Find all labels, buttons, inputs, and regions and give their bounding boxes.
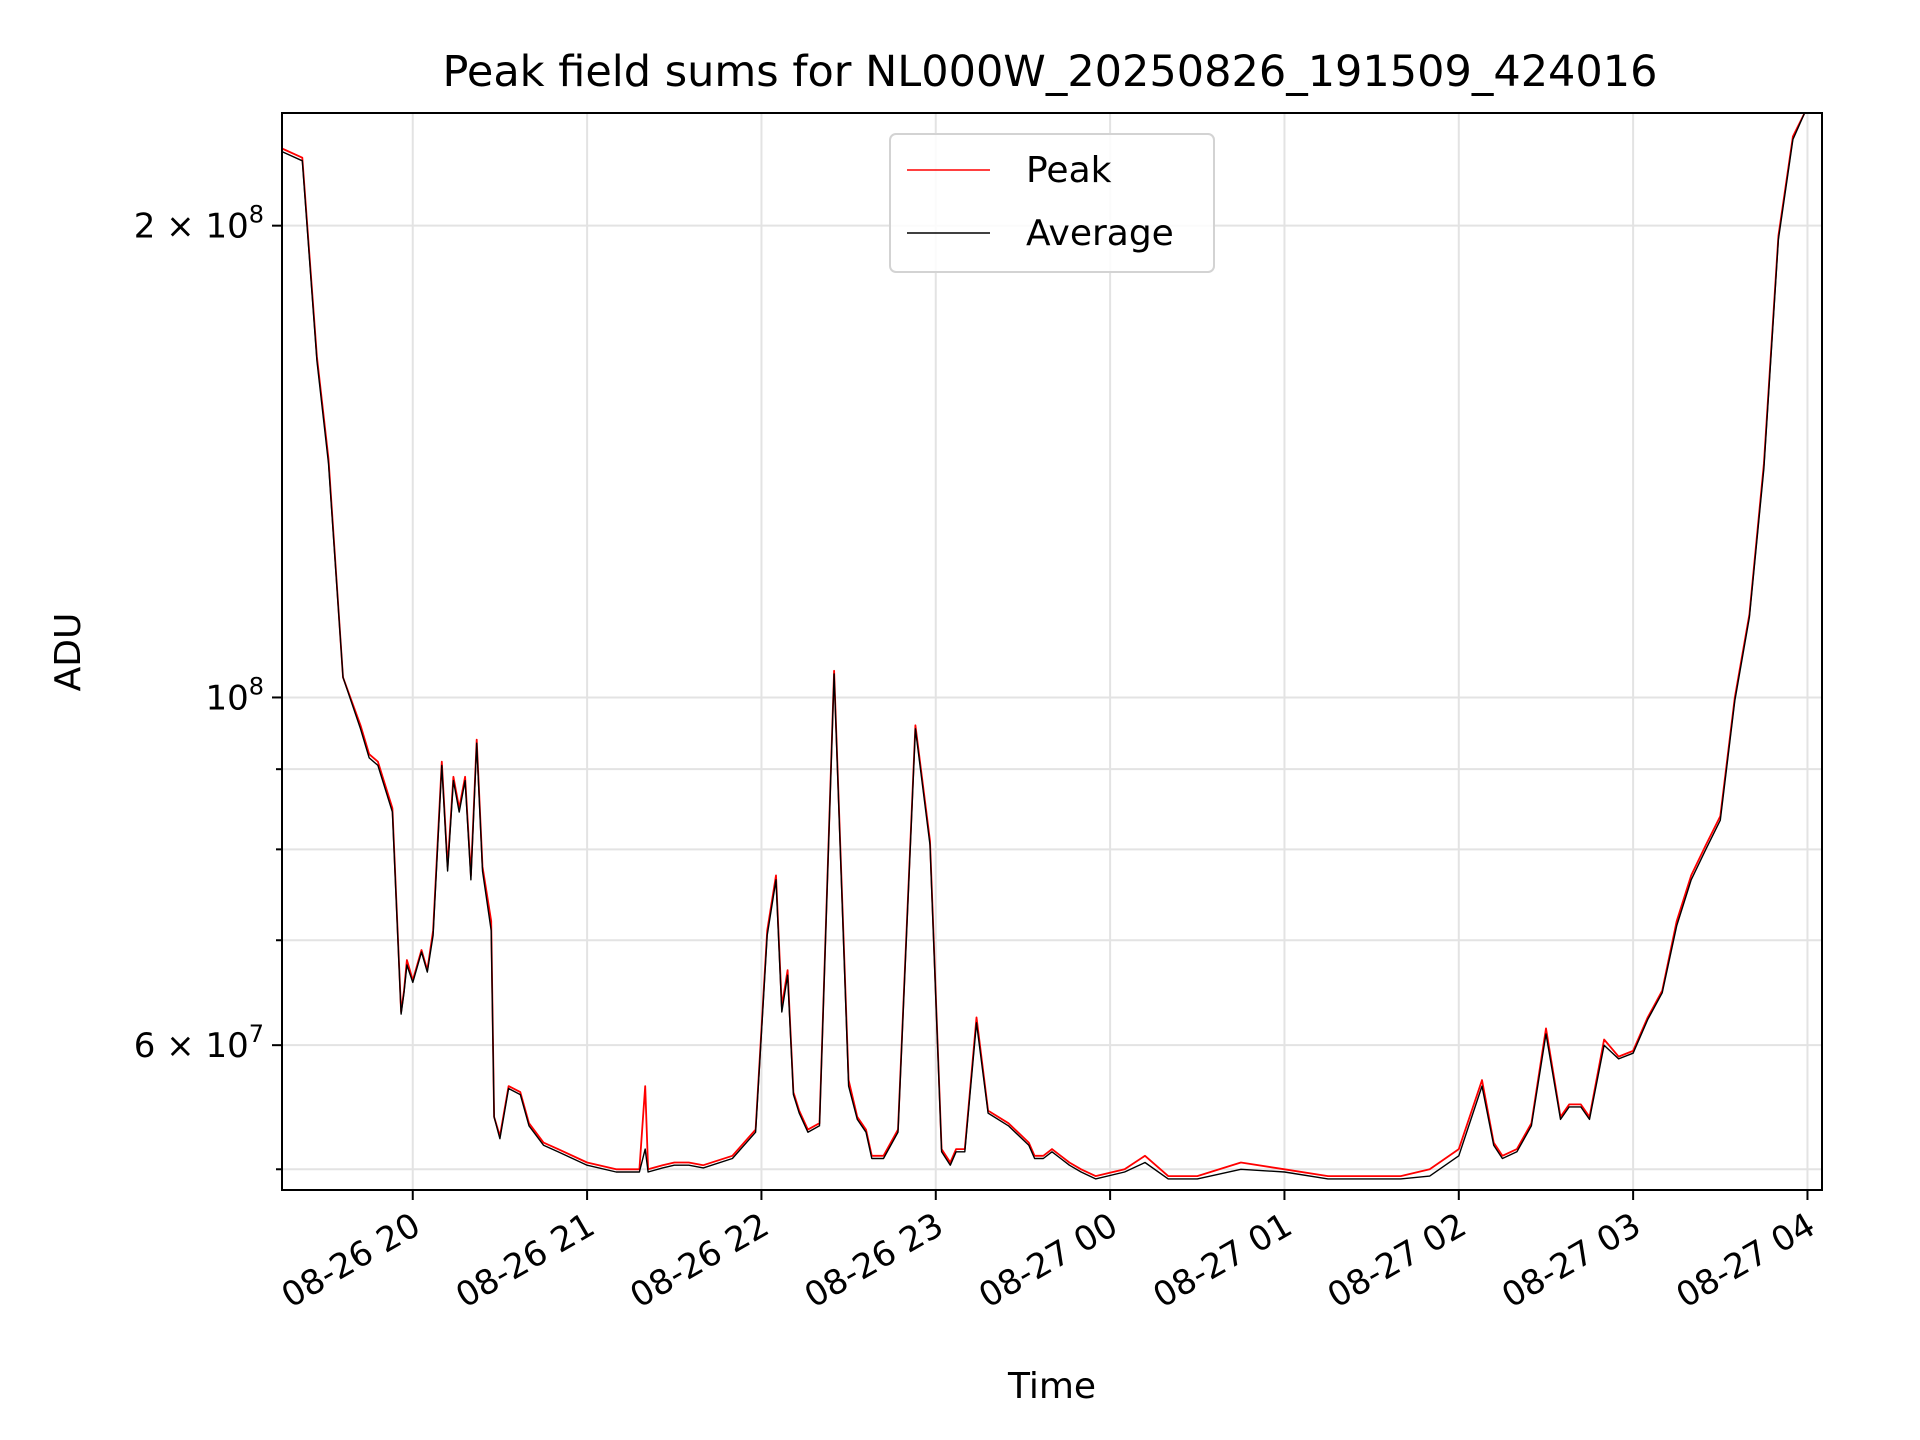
y-tick-base: 6 × 10 (134, 1026, 249, 1066)
y-tick-base: 2 × 10 (134, 207, 249, 247)
y-tick-label: 6 × 107 (134, 1020, 264, 1066)
y-tick-base: 10 (205, 678, 248, 718)
y-tick-label: 108 (205, 672, 264, 718)
chart-title: Peak field sums for NL000W_20250826_1915… (442, 47, 1657, 97)
y-tick-label: 2 × 108 (134, 201, 264, 247)
legend-label-average: Average (1026, 213, 1174, 254)
y-tick-exponent: 7 (249, 1020, 264, 1048)
plot-lines (281, 112, 1806, 1180)
legend: Peak Average (889, 133, 1215, 273)
plot-frame (281, 112, 1823, 1191)
series-line-average (281, 112, 1806, 1180)
y-tick-exponent: 8 (249, 201, 264, 229)
y-axis-label: ADU (48, 613, 89, 692)
legend-label-peak: Peak (1026, 150, 1112, 191)
legend-box (889, 133, 1215, 273)
x-axis-label: Time (1007, 1366, 1096, 1407)
y-tick-exponent: 8 (249, 672, 264, 700)
